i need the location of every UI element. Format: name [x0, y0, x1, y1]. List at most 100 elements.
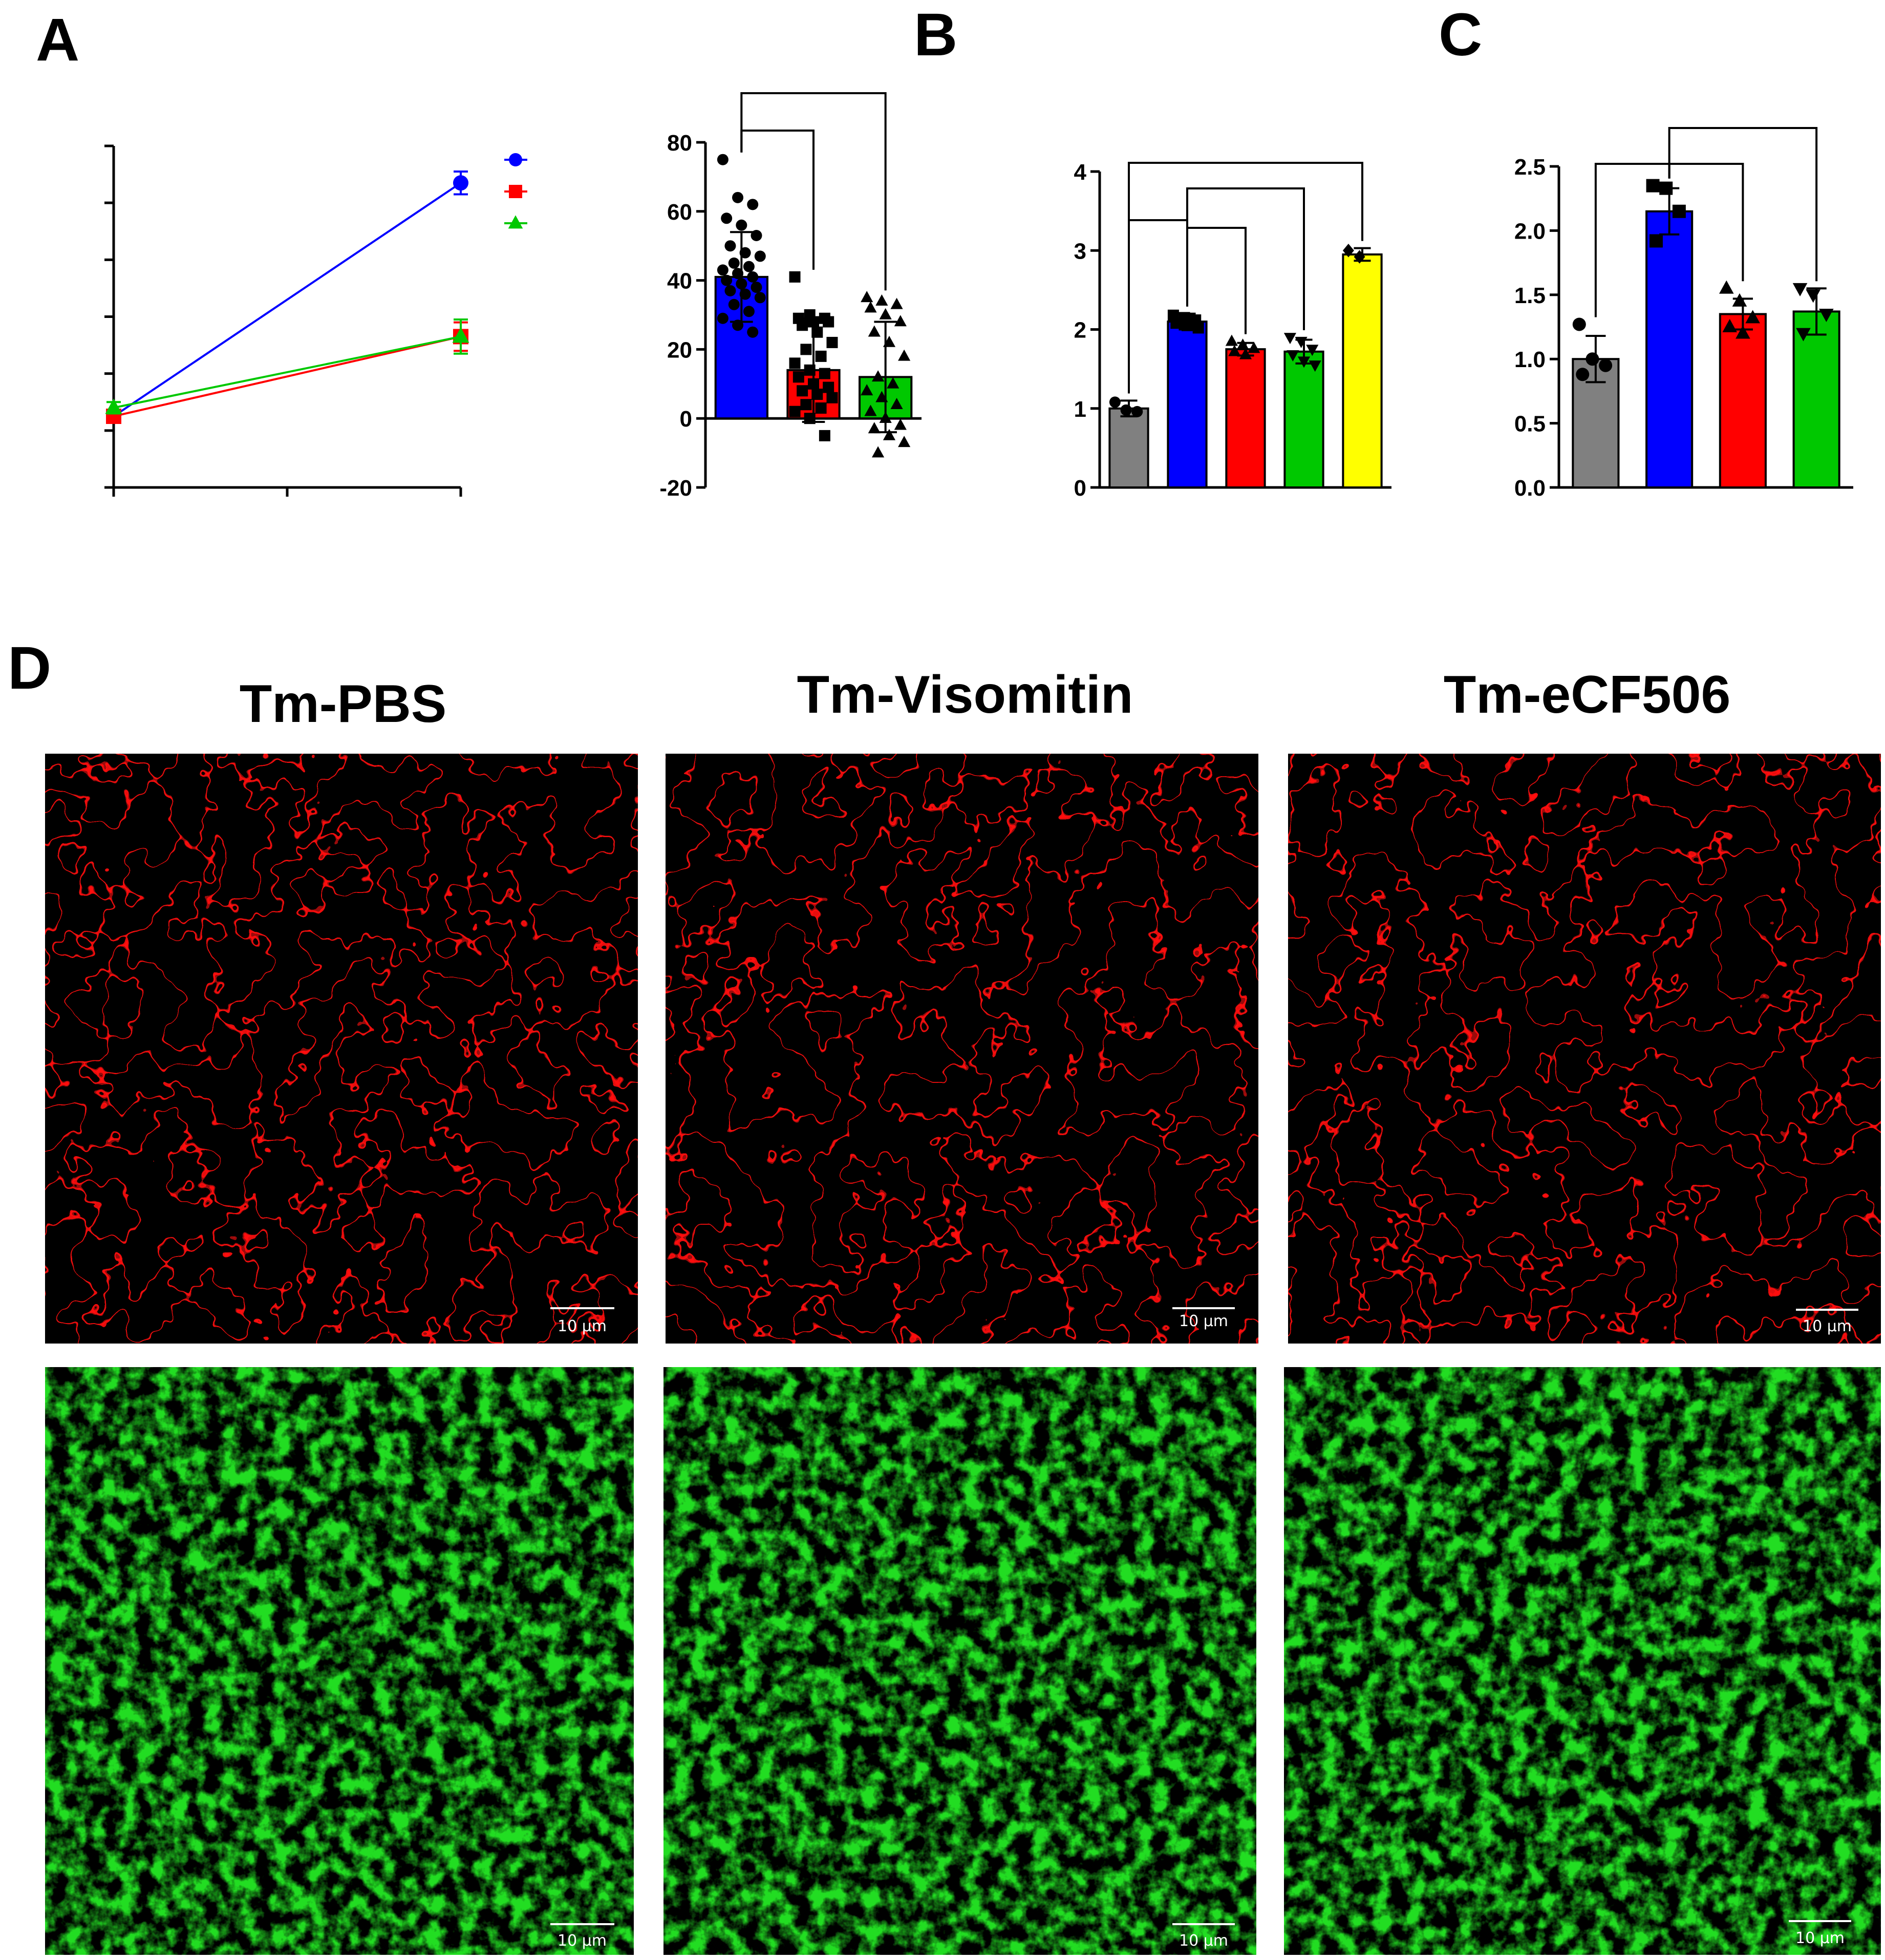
data-point	[1248, 342, 1260, 353]
legend-marker	[508, 215, 523, 229]
series-line-ecf506	[113, 335, 461, 409]
data-point	[1586, 352, 1599, 366]
data-point	[792, 371, 804, 383]
data-point	[861, 384, 873, 396]
data-point	[728, 299, 740, 310]
data-point	[717, 264, 729, 276]
legend-marker	[509, 153, 522, 166]
data-point	[823, 316, 834, 328]
data-point	[890, 398, 903, 410]
y-tick-label: 2	[1074, 318, 1086, 343]
data-point	[1342, 244, 1354, 258]
scale-bar: 10 μm	[1789, 1920, 1851, 1947]
data-point	[747, 326, 759, 338]
data-point	[898, 436, 911, 448]
data-point	[1576, 368, 1590, 381]
data-point	[1354, 250, 1365, 264]
data-point	[797, 385, 808, 397]
data-point	[1796, 328, 1811, 342]
data-point	[1182, 319, 1193, 331]
data-point	[724, 285, 736, 296]
panel-letter-c: C	[1439, 1, 1482, 69]
data-point	[868, 422, 881, 434]
series-line-visomitin	[113, 335, 461, 417]
data-point	[105, 398, 122, 414]
data-point	[736, 219, 747, 231]
data-point	[789, 357, 801, 369]
significance-bracket	[1186, 187, 1305, 330]
y-tick-label: 0.5	[1514, 412, 1546, 437]
data-point	[732, 319, 744, 331]
y-tick-label: 2.5	[1514, 155, 1546, 180]
data-point	[875, 294, 888, 306]
data-point	[754, 292, 766, 304]
data-point	[815, 350, 827, 362]
data-point	[452, 327, 469, 343]
data-point	[1719, 280, 1734, 294]
data-point	[721, 212, 733, 224]
data-point	[1819, 309, 1834, 323]
data-point	[1659, 181, 1673, 195]
data-point	[887, 377, 899, 389]
bar-ctrl	[1108, 407, 1149, 488]
data-point	[1236, 338, 1249, 350]
data-point	[890, 297, 903, 309]
y-tick-label: 2.0	[1514, 219, 1546, 244]
data-point	[883, 335, 896, 347]
data-point	[751, 229, 762, 241]
data-point	[879, 308, 892, 319]
data-point	[789, 271, 801, 283]
y-tick-label: 4	[1074, 160, 1087, 185]
data-point	[743, 261, 755, 272]
data-point	[879, 412, 892, 423]
data-point	[1806, 289, 1821, 303]
data-point	[728, 257, 740, 269]
significance-bracket	[1128, 162, 1363, 394]
data-point	[808, 316, 819, 328]
data-point	[721, 274, 733, 286]
data-point	[1599, 358, 1613, 372]
scale-bar: 10 μm	[1796, 1309, 1858, 1335]
data-point	[883, 429, 896, 440]
chart-lactate: 0.0 0.5 1.0 1.5 2.0 2.5	[1514, 127, 1853, 501]
scale-bar-label: 10 μm	[1795, 1929, 1845, 1947]
y-tick-label: 1	[1074, 397, 1086, 422]
scale-bar: 10 μm	[1172, 1307, 1235, 1330]
data-point	[804, 364, 816, 376]
data-point	[868, 325, 881, 337]
data-point	[1745, 310, 1760, 324]
data-point	[751, 282, 762, 293]
bar-tm-pbs	[1645, 210, 1694, 488]
data-point	[1287, 350, 1299, 362]
bar-tm-ecf506	[1792, 310, 1840, 488]
data-point	[864, 301, 877, 313]
data-point	[1131, 406, 1143, 417]
chart-fluorescein-permeability: 0 1 2 3 4	[1074, 160, 1391, 501]
bar-tm-pbs	[1167, 321, 1208, 488]
data-point	[1228, 345, 1241, 356]
data-point	[871, 446, 885, 458]
data-point	[819, 368, 830, 379]
micrograph-red-tm-pbs	[45, 754, 638, 1344]
data-point	[1649, 234, 1663, 248]
significance-bracket	[740, 92, 887, 291]
data-point	[811, 389, 823, 400]
bar-tm-ecf506	[1283, 350, 1324, 488]
data-point	[1120, 404, 1132, 416]
data-point	[1297, 356, 1311, 368]
data-point	[747, 271, 759, 283]
y-tick-label: 20	[667, 337, 692, 363]
panel-letter-a: A	[36, 6, 79, 74]
data-point	[1732, 293, 1747, 307]
data-point	[717, 312, 729, 324]
data-point	[808, 378, 819, 390]
scale-bar-label: 10 μm	[1179, 1312, 1228, 1330]
bar-tm-visomitin	[1225, 348, 1266, 488]
y-tick-label: -20	[659, 476, 692, 501]
data-point	[826, 336, 838, 348]
data-point	[1722, 318, 1738, 332]
data-point	[1792, 283, 1808, 296]
data-point	[1646, 179, 1660, 193]
y-tick-label: 80	[667, 131, 692, 156]
series-line-pbs	[113, 182, 462, 417]
